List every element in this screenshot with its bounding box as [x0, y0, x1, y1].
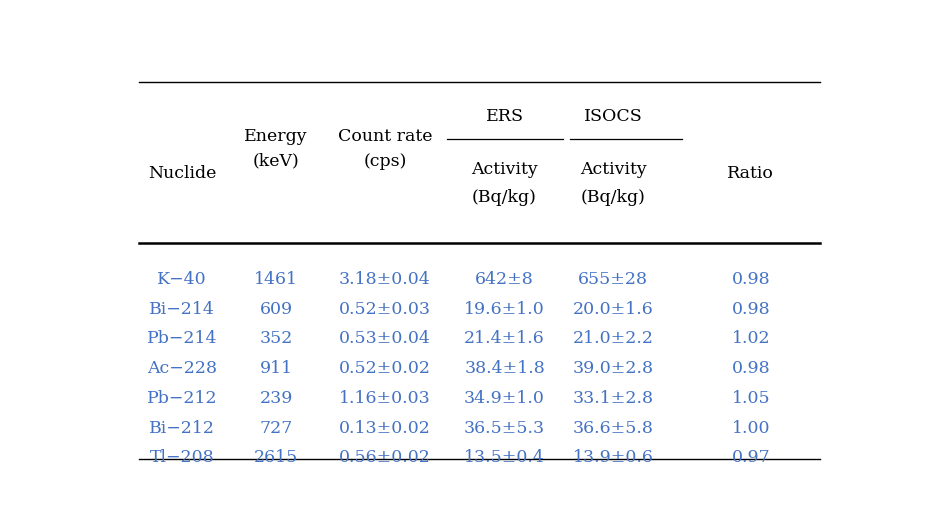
Text: 38.4±1.8: 38.4±1.8	[464, 360, 545, 377]
Text: 2615: 2615	[254, 449, 298, 466]
Text: ERS: ERS	[485, 108, 524, 125]
Text: 36.6±5.8: 36.6±5.8	[573, 419, 654, 436]
Text: 1.16±0.03: 1.16±0.03	[339, 390, 431, 407]
Text: Pb−212: Pb−212	[147, 390, 218, 407]
Text: 13.9±0.6: 13.9±0.6	[573, 449, 654, 466]
Text: 0.52±0.03: 0.52±0.03	[339, 300, 431, 317]
Text: 0.97: 0.97	[731, 449, 770, 466]
Text: ISOCS: ISOCS	[583, 108, 642, 125]
Text: Ac−228: Ac−228	[147, 360, 217, 377]
Text: 911: 911	[260, 360, 293, 377]
Text: Count rate: Count rate	[338, 129, 432, 145]
Text: 0.98: 0.98	[731, 360, 770, 377]
Text: Bi−212: Bi−212	[149, 419, 215, 436]
Text: 34.9±1.0: 34.9±1.0	[464, 390, 545, 407]
Text: 0.13±0.02: 0.13±0.02	[339, 419, 431, 436]
Text: 20.0±1.6: 20.0±1.6	[573, 300, 654, 317]
Text: (keV): (keV)	[252, 153, 299, 170]
Text: Energy: Energy	[244, 129, 309, 145]
Text: 0.98: 0.98	[731, 271, 770, 288]
Text: 1.05: 1.05	[731, 390, 770, 407]
Text: 19.6±1.0: 19.6±1.0	[464, 300, 545, 317]
Text: (cps): (cps)	[364, 153, 407, 170]
Text: Bi−214: Bi−214	[150, 300, 215, 317]
Text: 13.5±0.4: 13.5±0.4	[464, 449, 545, 466]
Text: 1461: 1461	[254, 271, 298, 288]
Text: 609: 609	[260, 300, 293, 317]
Text: K−40: K−40	[157, 271, 207, 288]
Text: 1.00: 1.00	[732, 419, 770, 436]
Text: Ratio: Ratio	[727, 165, 774, 182]
Text: 655±28: 655±28	[578, 271, 648, 288]
Text: 727: 727	[260, 419, 293, 436]
Text: 0.53±0.04: 0.53±0.04	[339, 330, 431, 348]
Text: 0.52±0.02: 0.52±0.02	[339, 360, 431, 377]
Text: (Bq/kg): (Bq/kg)	[472, 189, 537, 206]
Text: 3.18±0.04: 3.18±0.04	[339, 271, 431, 288]
Text: Activity: Activity	[580, 161, 647, 178]
Text: 0.98: 0.98	[731, 300, 770, 317]
Text: Nuclide: Nuclide	[148, 165, 216, 182]
Text: 1.02: 1.02	[731, 330, 770, 348]
Text: 21.0±2.2: 21.0±2.2	[573, 330, 654, 348]
Text: 239: 239	[260, 390, 293, 407]
Text: 0.56±0.02: 0.56±0.02	[339, 449, 431, 466]
Text: 642±8: 642±8	[475, 271, 534, 288]
Text: (Bq/kg): (Bq/kg)	[581, 189, 646, 206]
Text: 33.1±2.8: 33.1±2.8	[573, 390, 654, 407]
Text: 39.0±2.8: 39.0±2.8	[573, 360, 654, 377]
Text: Pb−214: Pb−214	[147, 330, 217, 348]
Text: 21.4±1.6: 21.4±1.6	[464, 330, 545, 348]
Text: 36.5±5.3: 36.5±5.3	[464, 419, 545, 436]
Text: Activity: Activity	[471, 161, 538, 178]
Text: 352: 352	[260, 330, 293, 348]
Text: Tl−208: Tl−208	[150, 449, 214, 466]
